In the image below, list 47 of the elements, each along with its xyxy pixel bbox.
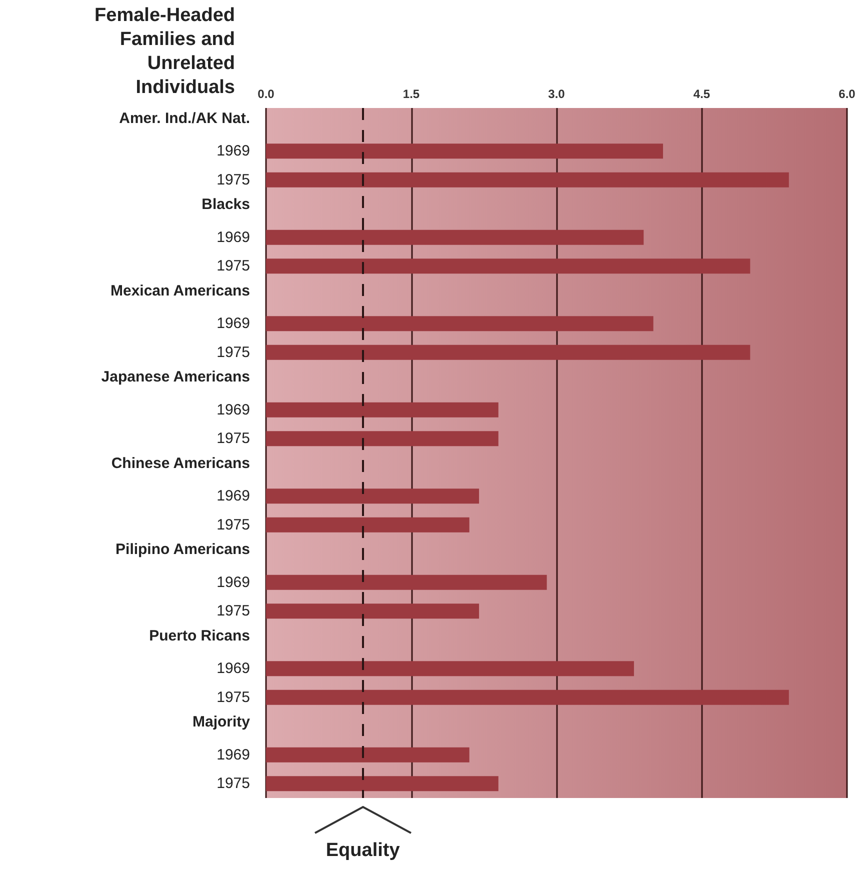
y-tick-label: 1969 <box>216 488 250 505</box>
y-tick-label: Pilipino Americans <box>116 541 250 558</box>
bar <box>266 258 750 274</box>
bar <box>266 344 750 360</box>
y-tick-label: Puerto Ricans <box>149 627 250 644</box>
y-tick-label: Blacks <box>202 196 250 214</box>
y-tick-label: 1969 <box>216 228 250 246</box>
y-tick-label: 1975 <box>216 602 250 620</box>
bar <box>266 431 498 446</box>
bar <box>266 517 470 532</box>
y-tick-label: 1969 <box>216 315 250 332</box>
y-tick-label: 1975 <box>216 516 250 534</box>
ref-line-label: Equality <box>326 840 400 862</box>
y-tick-label: 1969 <box>216 401 250 418</box>
y-tick-label: 1975 <box>216 171 250 188</box>
bar <box>266 488 480 504</box>
x-tick-label: 4.5 <box>693 87 710 101</box>
bar <box>266 402 498 418</box>
y-tick-label: 1969 <box>216 660 250 678</box>
y-tick-label: 1969 <box>216 142 250 160</box>
y-tick-label: Amer. Ind./AK Nat. <box>119 110 250 127</box>
y-tick-label: Majority <box>192 714 251 731</box>
y-tick-label: 1969 <box>216 574 250 591</box>
y-tick-label: Japanese Americans <box>101 368 250 386</box>
bar <box>266 747 470 762</box>
bar <box>266 144 664 159</box>
bar <box>266 661 634 676</box>
bar <box>266 574 547 590</box>
y-tick-label: Chinese Americans <box>111 454 250 472</box>
x-tick-label: 3.0 <box>548 87 566 101</box>
x-tick-label: 0.0 <box>258 87 275 101</box>
x-tick-label: 1.5 <box>402 87 420 101</box>
y-tick-label: 1975 <box>216 258 250 275</box>
bar <box>266 172 789 188</box>
bar <box>266 690 789 705</box>
y-tick-label: Mexican Americans <box>110 282 250 300</box>
y-tick-label: 1969 <box>216 746 250 764</box>
bar <box>266 230 644 245</box>
y-tick-label: 1975 <box>216 775 250 792</box>
bar <box>266 604 480 619</box>
y-tick-label: 1975 <box>216 344 250 361</box>
y-tick-label: 1975 <box>216 688 250 706</box>
bar <box>266 316 654 332</box>
bar <box>266 776 498 792</box>
x-tick-label: 6.0 <box>838 87 856 101</box>
y-tick-label: 1975 <box>216 430 250 448</box>
chart-title: Female-Headed Families and Unrelated Individuals <box>94 4 235 100</box>
